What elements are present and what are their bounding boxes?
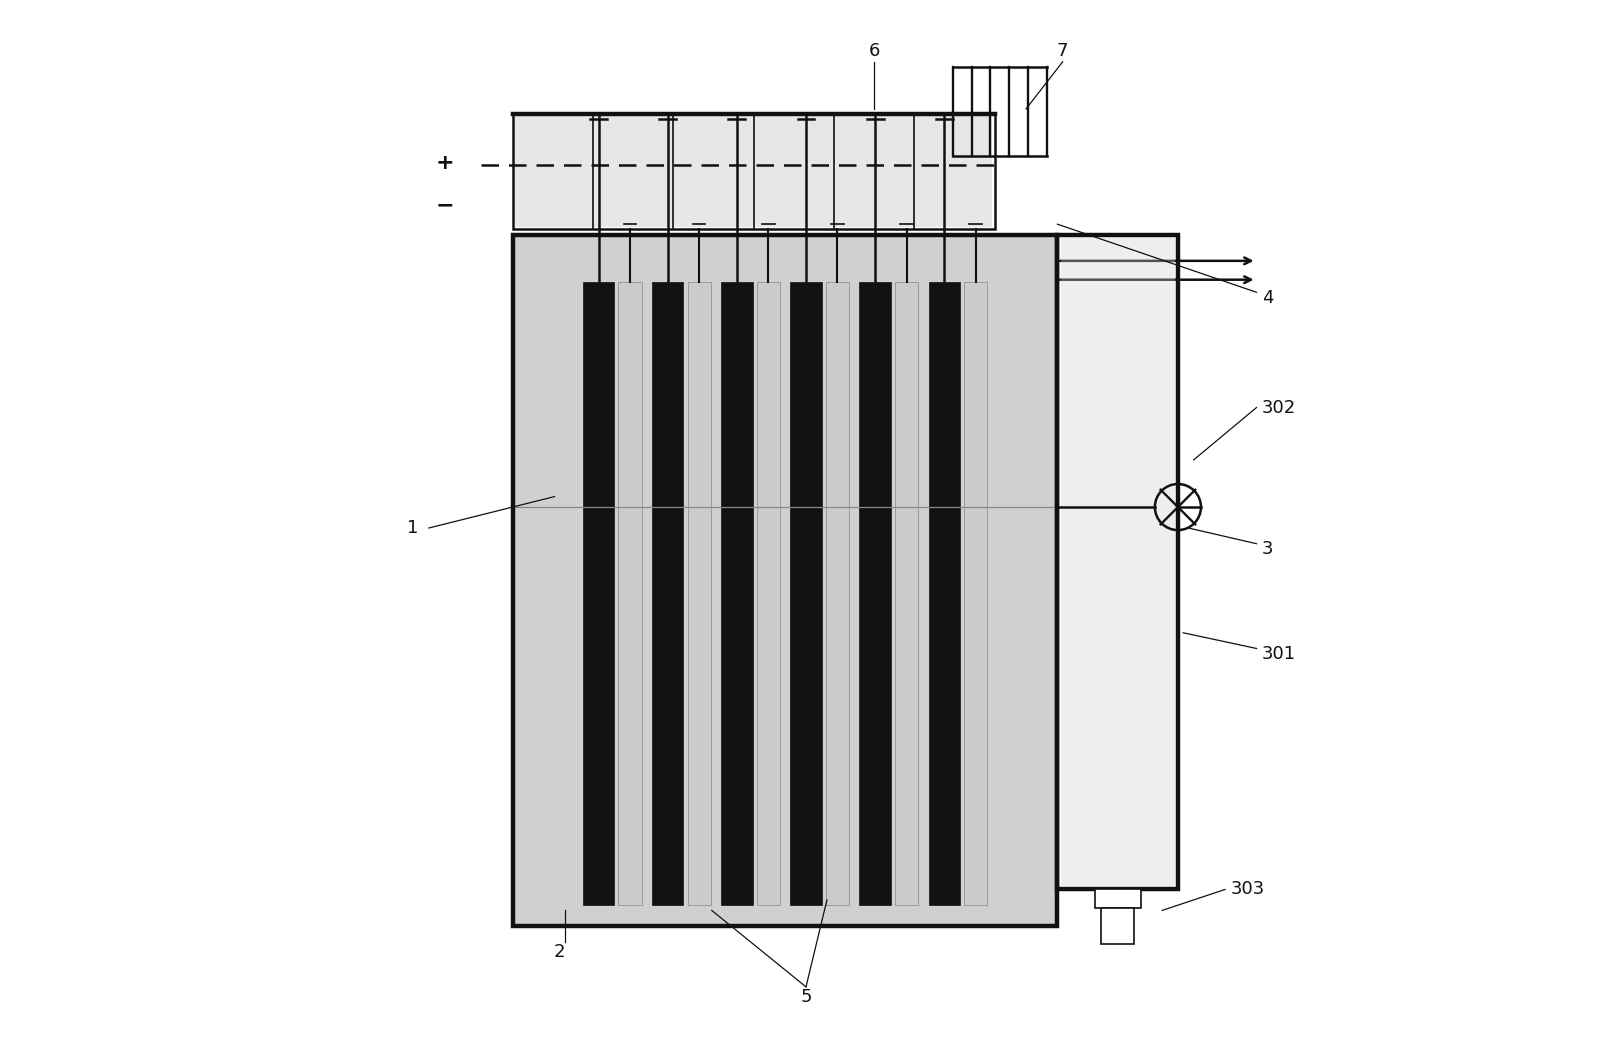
Text: 4: 4 [1262, 288, 1273, 306]
Bar [929, 282, 961, 905]
Text: +: + [435, 153, 455, 173]
Text: −: − [435, 195, 455, 215]
Bar [513, 234, 1057, 926]
Bar [1061, 238, 1175, 886]
Bar [790, 282, 822, 905]
Text: 7: 7 [1057, 42, 1069, 60]
Text: 2: 2 [555, 943, 566, 961]
Text: 303: 303 [1230, 881, 1264, 899]
Bar [895, 282, 919, 905]
Text: 301: 301 [1262, 645, 1296, 663]
Bar [964, 282, 987, 905]
Bar [1095, 889, 1141, 908]
Text: 3: 3 [1262, 540, 1273, 558]
Text: 302: 302 [1262, 398, 1296, 416]
Bar [688, 282, 711, 905]
Bar [651, 282, 683, 905]
Bar [1101, 908, 1135, 944]
Bar [513, 234, 1057, 926]
Bar [859, 282, 891, 905]
Bar [514, 116, 993, 227]
Bar [756, 282, 780, 905]
Bar [619, 282, 642, 905]
Bar [825, 282, 850, 905]
Bar [1057, 234, 1178, 889]
Bar [584, 282, 614, 905]
Text: 1: 1 [408, 518, 419, 538]
Bar [721, 282, 753, 905]
Text: 5: 5 [800, 988, 812, 1006]
Bar [513, 114, 995, 229]
Text: 6: 6 [869, 42, 880, 60]
